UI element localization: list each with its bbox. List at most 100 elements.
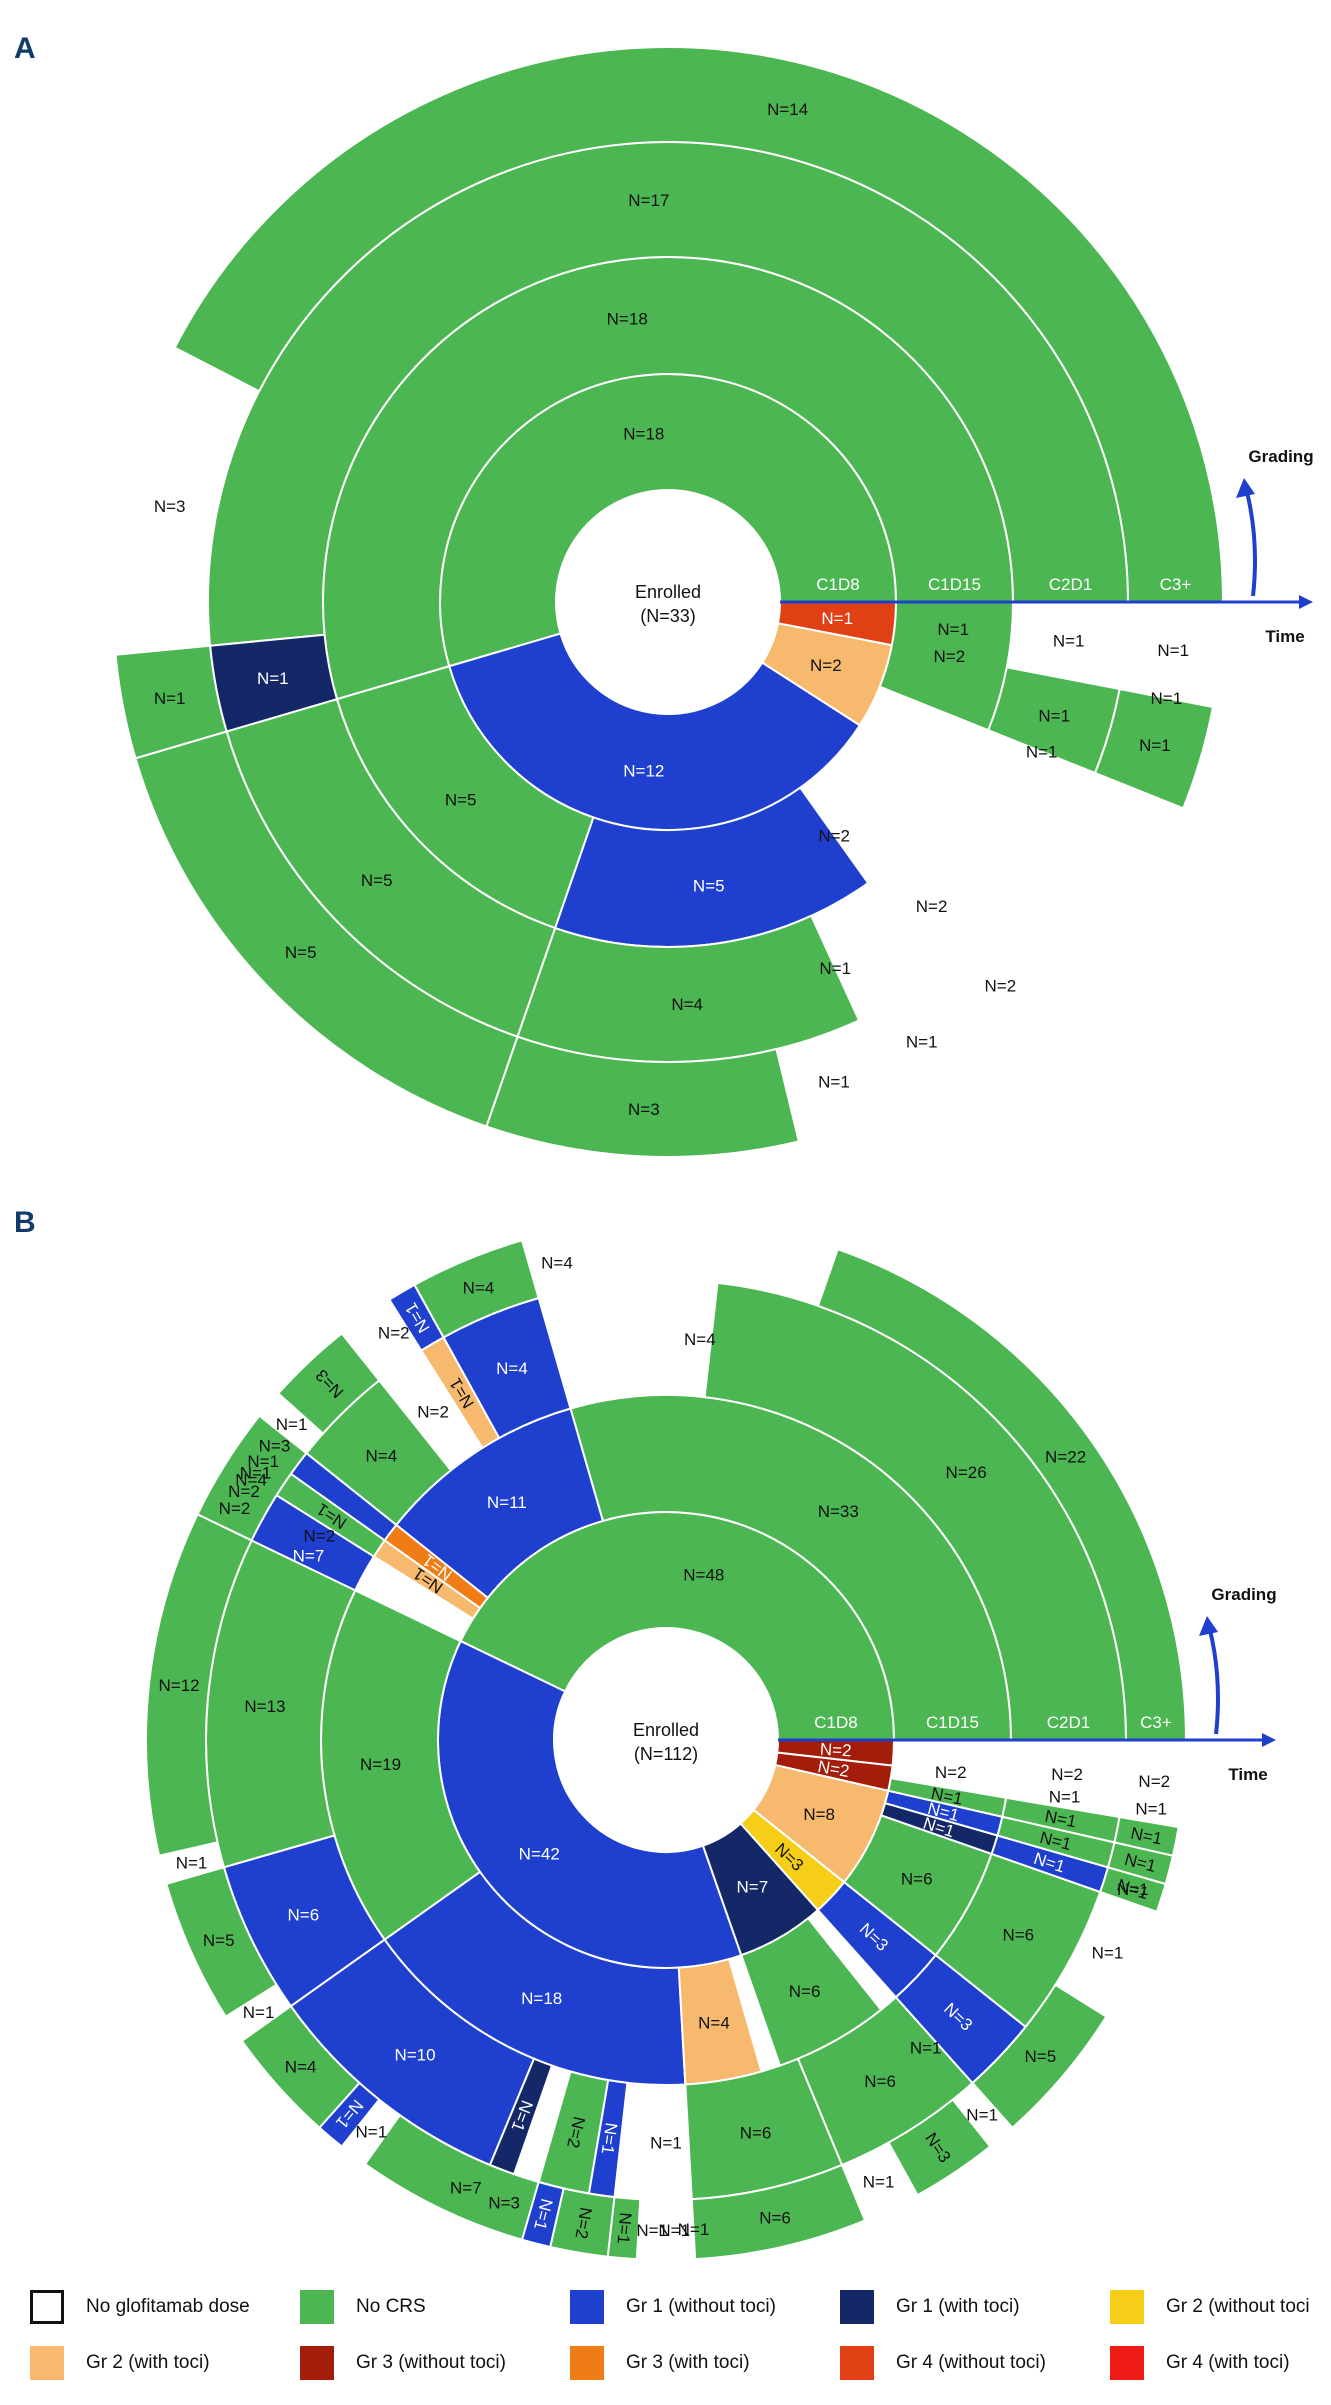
- no-dose-label-6: N=3: [154, 497, 186, 516]
- segment-label-ring3-51: N=1: [614, 2212, 636, 2245]
- segment-label-ring0-6: N=2: [819, 1740, 852, 1761]
- time-axis-arrowhead: [1299, 595, 1313, 609]
- legend-label: Gr 2 (with toci): [86, 2352, 210, 2373]
- legend-swatch: [1110, 2290, 1144, 2324]
- time-axis-arrowhead: [1262, 1733, 1276, 1747]
- no-dose-label-22: N=1: [678, 2220, 710, 2239]
- no-dose-label-7: N=1: [910, 2039, 942, 2058]
- no-dose-label-16: N=1: [176, 1853, 208, 1872]
- center-circle: [557, 491, 779, 713]
- segment-ring3-52: [690, 2163, 867, 2261]
- segment-label-ring1-14: N=6: [789, 1982, 821, 2001]
- segment-label-ring0-2: N=2: [810, 656, 842, 675]
- no-dose-label-0: N=2: [935, 1763, 967, 1782]
- no-dose-label-4: N=1: [1049, 1787, 1081, 1806]
- segment-ring3-45: [165, 1866, 278, 2019]
- segment-label-ring3-13: N=14: [767, 100, 808, 119]
- no-dose-label-21: N=1: [658, 2221, 690, 2240]
- legend-item-6: Gr 3 (without toci): [300, 2346, 506, 2380]
- stage-label-1: C1D15: [926, 1713, 979, 1732]
- grading-axis-label: Grading: [1211, 1585, 1276, 1604]
- segment-label-ring0-0: N=18: [623, 425, 664, 444]
- segment-label-ring1-7: N=2: [933, 647, 965, 666]
- segment-label-ring0-3: N=1: [821, 609, 853, 628]
- legend-item-0: No glofitamab dose: [30, 2290, 250, 2324]
- panel-label-a: A: [14, 32, 36, 65]
- segment-label-ring2-35: N=6: [1002, 1926, 1034, 1945]
- segment-label-ring2-28: N=10: [394, 2046, 435, 2065]
- no-dose-label-14: N=2: [228, 1482, 260, 1501]
- no-dose-label-13: N=1: [240, 1463, 272, 1482]
- segment-label-ring0-2: N=7: [737, 1877, 769, 1896]
- legend-label: Gr 4 (without toci): [896, 2352, 1046, 2373]
- panel-label-b: B: [14, 1206, 36, 1239]
- segment-ring3-47: [318, 2081, 381, 2148]
- no-dose-label-28: N=2: [1138, 1772, 1170, 1791]
- legend-item-4: Gr 2 (without toci: [1110, 2290, 1310, 2324]
- segment-label-ring0-1: N=12: [623, 761, 664, 780]
- segment-label-ring3-48: N=7: [450, 2178, 482, 2197]
- segment-label-ring2-8: N=17: [628, 191, 669, 210]
- segment-label-ring2-26: N=13: [244, 1697, 285, 1716]
- segment-label-ring3-17: N=1: [1139, 736, 1171, 755]
- no-dose-label-18: N=1: [356, 2123, 388, 2142]
- segment-label-ring3-45: N=5: [203, 1931, 235, 1950]
- legend-swatch: [1110, 2346, 1144, 2380]
- no-dose-label-8: N=1: [906, 1033, 938, 1052]
- legend-swatch: [840, 2346, 874, 2380]
- legend-swatch: [300, 2346, 334, 2380]
- legend-item-3: Gr 1 (with toci): [840, 2290, 1020, 2324]
- no-dose-label-12: N=1: [247, 1452, 279, 1471]
- no-dose-label-10: N=1: [1150, 689, 1182, 708]
- center-title: Enrolled: [633, 1720, 699, 1740]
- legend-item-9: Gr 4 (with toci): [1110, 2346, 1290, 2380]
- legend-item-8: Gr 4 (without toci): [840, 2346, 1046, 2380]
- no-dose-label-17: N=1: [243, 2003, 275, 2022]
- no-dose-label-2: N=1: [819, 959, 851, 978]
- grading-arrow-head: [1199, 1616, 1218, 1636]
- legend-item-1: No CRS: [300, 2290, 426, 2324]
- legend-label: No CRS: [356, 2296, 426, 2317]
- segment-label-ring3-16: N=3: [628, 1100, 660, 1119]
- no-dose-label-19: N=3: [488, 2194, 520, 2213]
- no-dose-label-1: N=1: [937, 620, 969, 639]
- no-dose-label-11: N=3: [259, 1436, 291, 1455]
- no-dose-label-27: N=1: [1135, 1799, 1167, 1818]
- segment-ring3-39: [816, 1247, 1188, 1741]
- stage-label-0: C1D8: [816, 575, 859, 594]
- segment-label-ring1-11: N=19: [360, 1755, 401, 1774]
- segment-label-ring2-21: N=4: [496, 1359, 528, 1378]
- segment-label-ring3-54: N=5: [1025, 2047, 1057, 2066]
- time-axis-label: Time: [1265, 627, 1304, 646]
- segment-label-ring2-20: N=26: [946, 1463, 987, 1482]
- no-dose-label-5: N=2: [1051, 1765, 1083, 1784]
- segment-label-ring2-27: N=6: [288, 1906, 320, 1925]
- segment-ring3-42: [276, 1332, 381, 1435]
- segment-ring3-16: [485, 1035, 801, 1159]
- center-title: Enrolled: [635, 582, 701, 602]
- legend-label: No glofitamab dose: [86, 2296, 250, 2317]
- no-dose-label-3: N=2: [916, 897, 948, 916]
- time-axis-label: Time: [1228, 1765, 1267, 1784]
- legend-item-7: Gr 3 (with toci): [570, 2346, 750, 2380]
- sunburst-panel-b: N=48N=42N=7N=3N=8N=2N=2N=33N=11N=1N=1N=1…: [145, 1239, 1277, 2261]
- legend-swatch: [570, 2290, 604, 2324]
- segment-ring3-51: [606, 2196, 642, 2261]
- segment-label-ring1-8: N=11: [487, 1493, 527, 1512]
- segment-label-ring1-6: N=5: [693, 877, 725, 896]
- no-dose-label-11: N=1: [1157, 641, 1189, 660]
- segment-label-ring2-32: N=6: [740, 2123, 772, 2142]
- legend-label: Gr 1 (without toci): [626, 2296, 776, 2317]
- no-dose-label-10: N=1: [276, 1415, 308, 1434]
- segment-ring3-57: [1113, 1815, 1180, 1857]
- segment-label-ring2-12: N=1: [1038, 706, 1070, 725]
- no-dose-label-4: N=1: [1026, 743, 1058, 762]
- segment-ring3-53: [887, 2098, 992, 2197]
- segment-label-ring0-4: N=8: [803, 1805, 835, 1824]
- grading-axis-label: Grading: [1248, 447, 1313, 466]
- no-dose-label-0: N=2: [818, 826, 850, 845]
- segment-label-ring0-0: N=48: [683, 1565, 724, 1584]
- segment-ring3-17: [1093, 687, 1215, 810]
- legend-label: Gr 4 (with toci): [1166, 2352, 1290, 2373]
- segment-label-ring1-5: N=5: [445, 791, 477, 810]
